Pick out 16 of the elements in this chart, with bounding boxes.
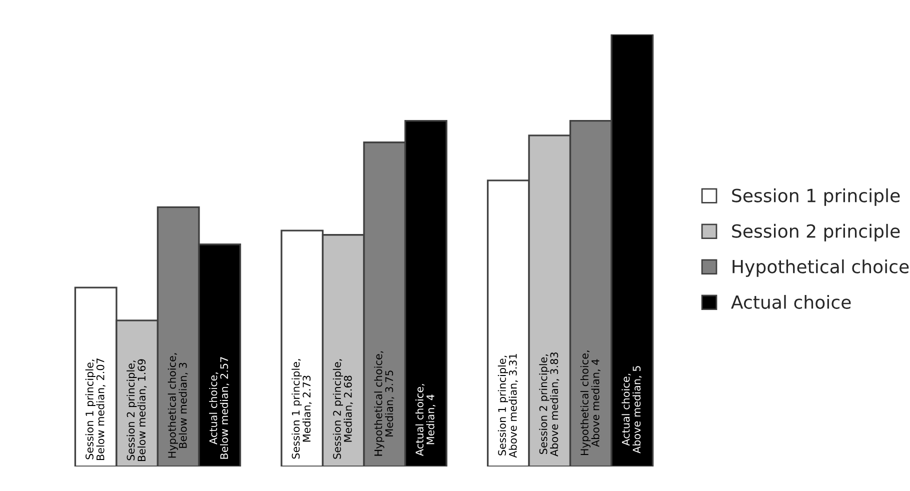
legend-label: Hypothetical choice xyxy=(732,259,909,277)
data-label: Session 2 principle, Median, 2.68 xyxy=(332,359,353,459)
data-label: Session 2 principle, Below median, 1.69 xyxy=(126,359,147,462)
data-label: Actual choice, Above median, 5 xyxy=(622,366,642,454)
data-label: Hypothetical choice, Median, 3.75 xyxy=(374,351,394,456)
data-label: Session 1 principle, Below median, 2.07 xyxy=(85,358,106,460)
data-label: Session 2 principle, Above median, 3.83 xyxy=(539,352,560,456)
data-label: Actual choice, Below median, 2.57 xyxy=(209,357,230,459)
data-label: Hypothetical choice, Below median, 3 xyxy=(168,353,188,458)
data-label: Session 1 principle, Median, 2.73 xyxy=(292,359,312,459)
legend-label: Actual choice xyxy=(731,294,851,309)
data-label: Hypothetical choice, Above median, 4 xyxy=(580,350,600,456)
data-label: Actual choice, Median, 4 xyxy=(415,384,436,456)
data-label: Session 1 principle, Above median, 3.31 xyxy=(498,354,518,458)
legend-label: Session 1 principle xyxy=(732,188,900,206)
legend-label: Session 2 principle xyxy=(732,224,900,242)
